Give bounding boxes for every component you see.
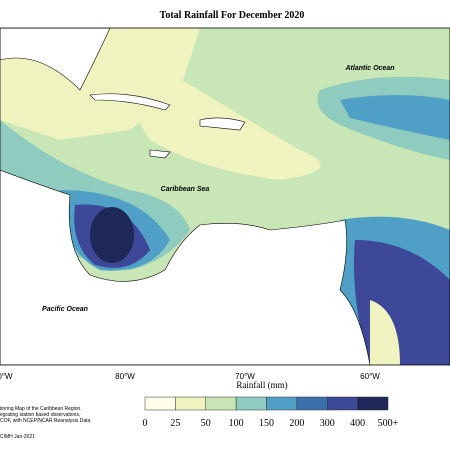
land [0, 28, 371, 365]
legend-label: 0 [143, 418, 148, 429]
legend-label: 100 [229, 418, 244, 429]
sea-label: Caribbean Sea [161, 186, 210, 193]
longitude-labels: 0°W 80°W 70°W 60°W [0, 372, 380, 381]
map: Atlantic Ocean Caribbean Sea Pacific Oce… [0, 27, 450, 366]
map-frame [0, 27, 450, 366]
legend-label: 150 [259, 418, 274, 429]
footnote: itoring Map of the Caribbean Region.egra… [0, 406, 91, 440]
footnote-line: itoring Map of the Caribbean Region. [0, 406, 82, 412]
rain-zone [90, 207, 134, 263]
legend-swatch [357, 396, 389, 411]
legend-label: 25 [170, 418, 180, 429]
footnote-line: egrating station based observations, [0, 412, 80, 418]
ocean-label: Atlantic Ocean [344, 65, 394, 72]
legend-swatch [296, 396, 328, 411]
legend: 0 25 50 100 150 200 300 400 500+ [143, 396, 399, 429]
map-title: Total Rainfall For December 2020 [160, 10, 305, 21]
legend-label: 50 [201, 418, 211, 429]
legend-swatch [235, 396, 267, 411]
legend-label: 300 [320, 418, 335, 429]
legend-swatch [205, 396, 237, 411]
legend-title: Rainfall (mm) [236, 380, 287, 390]
legend-label: 200 [289, 418, 304, 429]
legend-swatch [175, 396, 206, 411]
longitude-label: 70°W [235, 372, 255, 381]
longitude-label: 60°W [360, 372, 380, 381]
legend-swatch [266, 396, 298, 411]
legend-label: 500+ [378, 418, 399, 429]
longitude-label: 80°W [115, 372, 135, 381]
footnote-line: CIMH Jan-2021 [0, 434, 35, 440]
longitude-label: 0°W [0, 372, 13, 381]
rain-zone [340, 95, 450, 140]
footnote-line: COF, with NCEP/NCAR Reanalysis Data [0, 418, 91, 424]
legend-swatch [327, 396, 358, 411]
rain-zone [370, 300, 400, 365]
legend-swatch [144, 396, 176, 411]
ocean-label: Pacific Ocean [42, 306, 88, 313]
legend-label: 400 [350, 418, 365, 429]
